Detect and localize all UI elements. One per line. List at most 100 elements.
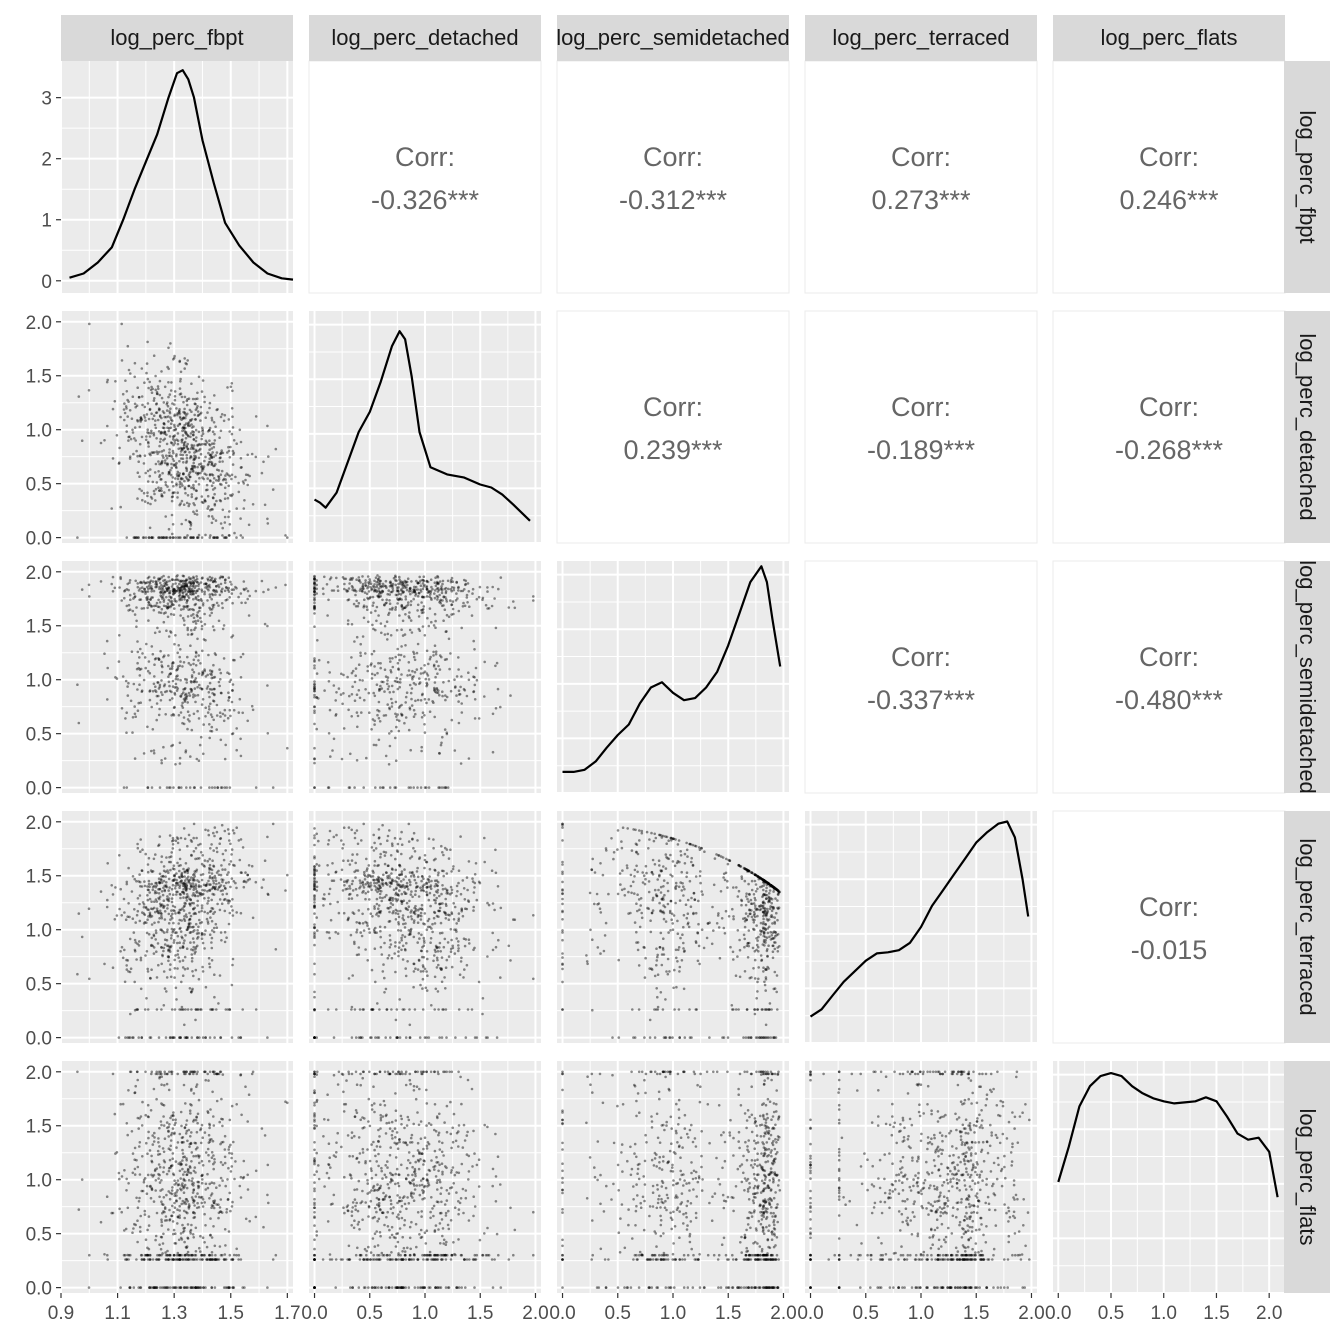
scatter-point — [432, 663, 436, 667]
scatter-point — [167, 598, 171, 602]
scatter-point — [411, 838, 414, 841]
scatter-point — [208, 586, 212, 589]
scatter-point — [377, 878, 381, 882]
scatter-point — [160, 461, 163, 464]
scatter-point — [178, 908, 181, 912]
scatter-point — [162, 426, 166, 430]
scatter-point — [426, 674, 430, 677]
scatter-point — [372, 743, 376, 747]
scatter-point — [153, 900, 156, 903]
scatter-point — [131, 731, 134, 734]
scatter-point — [125, 588, 129, 591]
scatter-point — [206, 488, 209, 492]
scatter-point — [228, 523, 232, 526]
scatter-point — [177, 786, 181, 789]
scatter-point — [160, 462, 163, 466]
scatter-point — [336, 585, 340, 588]
scatter-point — [190, 628, 193, 632]
scatter-point — [187, 478, 191, 482]
scatter-point — [166, 605, 169, 608]
scatter-point — [126, 1036, 129, 1039]
scatter-point — [313, 936, 316, 939]
scatter-point — [135, 1008, 138, 1011]
scatter-point — [138, 674, 142, 677]
scatter-point — [326, 786, 330, 789]
scatter-point — [442, 853, 445, 857]
scatter-point — [313, 882, 316, 886]
scatter-point — [342, 826, 346, 829]
scatter-point — [420, 601, 423, 604]
scatter-point — [561, 826, 564, 829]
scatter-point — [181, 945, 185, 948]
scatter-point — [118, 586, 121, 589]
scatter-point — [213, 1036, 216, 1039]
scatter-point — [394, 579, 397, 582]
scatter-point — [205, 687, 209, 690]
scatter-point — [200, 904, 204, 907]
scatter-point — [214, 580, 217, 584]
scatter-point — [242, 507, 246, 510]
scatter-point — [123, 418, 126, 422]
scatter-point — [212, 699, 215, 702]
scatter-point — [154, 689, 157, 692]
scatter-point — [193, 870, 197, 873]
scatter-point — [148, 698, 152, 702]
scatter-point — [217, 604, 220, 607]
scatter-point — [119, 505, 122, 509]
scatter-point — [193, 879, 196, 882]
scatter-point — [513, 606, 517, 610]
scatter-point — [143, 416, 147, 419]
scatter-point — [223, 536, 227, 539]
scatter-point — [213, 486, 217, 490]
scatter-point — [162, 899, 166, 902]
scatter-point — [190, 632, 194, 636]
scatter-point — [219, 873, 223, 877]
scatter-point — [367, 927, 371, 931]
scatter-point — [220, 939, 223, 942]
scatter-point — [194, 950, 197, 954]
scatter-point — [186, 967, 189, 970]
scatter-point — [137, 460, 140, 464]
scatter-point — [179, 648, 182, 651]
scatter-point — [437, 582, 440, 586]
scatter-point — [157, 577, 160, 580]
scatter-point — [182, 661, 186, 664]
scatter-point — [192, 597, 195, 601]
scatter-point — [351, 588, 355, 592]
scatter-point — [152, 354, 156, 358]
scatter-point — [226, 899, 229, 902]
scatter-point — [404, 1036, 408, 1039]
scatter-point — [200, 437, 203, 441]
scatter-point — [315, 583, 319, 587]
scatter-point — [353, 942, 356, 946]
scatter-point — [185, 501, 189, 505]
scatter-point — [215, 882, 218, 886]
scatter-point — [206, 507, 209, 510]
scatter-point — [136, 846, 140, 850]
scatter-point — [380, 591, 383, 595]
scatter-point — [385, 586, 388, 590]
scatter-point — [87, 907, 91, 910]
scatter-point — [135, 619, 138, 623]
scatter-point — [393, 952, 397, 955]
panel-r0-c2: Corr:-0.312*** — [556, 60, 790, 294]
scatter-point — [226, 386, 229, 389]
scatter-point — [313, 590, 316, 593]
scatter-point — [379, 855, 382, 859]
scatter-point — [313, 786, 316, 789]
scatter-point — [429, 904, 432, 908]
scatter-point — [171, 419, 174, 423]
scatter-point — [212, 885, 215, 889]
scatter-point — [254, 1008, 258, 1011]
scatter-point — [162, 456, 165, 459]
scatter-point — [351, 974, 355, 977]
scatter-point — [146, 894, 149, 897]
scatter-point — [346, 675, 349, 679]
scatter-point — [250, 452, 254, 456]
scatter-point — [248, 877, 251, 881]
scatter-point — [260, 886, 264, 889]
scatter-point — [103, 439, 106, 442]
scatter-point — [153, 604, 156, 608]
scatter-point — [187, 576, 191, 579]
scatter-point — [221, 575, 224, 579]
